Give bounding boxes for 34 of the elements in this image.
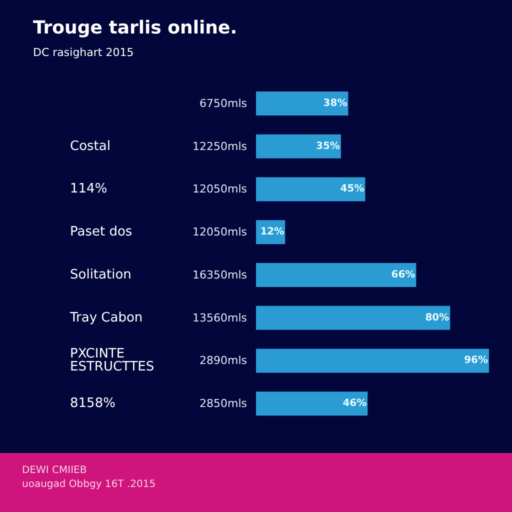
data-label: 46% bbox=[342, 398, 367, 410]
data-label: 45% bbox=[340, 184, 364, 195]
bar bbox=[256, 134, 341, 158]
y-tick-label: PXCINTE ESTRUCTTES bbox=[70, 346, 154, 375]
bar bbox=[256, 348, 489, 373]
bar bbox=[256, 306, 450, 330]
data-label: 12% bbox=[260, 226, 284, 238]
text: 6750mls bbox=[200, 96, 248, 110]
y-tick-label: Paset dos bbox=[70, 224, 132, 240]
data-label: 38% bbox=[323, 98, 348, 109]
text: DEWI CMIIEB bbox=[22, 465, 87, 477]
bar bbox=[256, 262, 416, 287]
data-label: 96% bbox=[464, 355, 488, 366]
chart-title: Trouge tarlis online. bbox=[33, 18, 238, 38]
y-tick-label: Solitation bbox=[70, 267, 132, 282]
text: 2850mls bbox=[200, 397, 248, 410]
y-tick-label: 8158% bbox=[70, 396, 116, 412]
data-label: 80% bbox=[425, 312, 450, 324]
data-label: 66% bbox=[391, 269, 416, 280]
text: 13560mls bbox=[192, 311, 248, 324]
text: 2890mls bbox=[200, 354, 248, 368]
text: 12250mls bbox=[192, 140, 248, 153]
text: 12050mls bbox=[192, 226, 248, 239]
y-tick-label: Tray Cabon bbox=[69, 310, 143, 326]
text: DC rasighart 2015 bbox=[33, 46, 134, 59]
y-tick-label: Costal bbox=[70, 138, 110, 154]
bar bbox=[256, 392, 368, 416]
bar bbox=[256, 91, 348, 116]
text: uoaugad Obbgy 16T .2015 bbox=[22, 479, 156, 491]
y-tick-label: 114% bbox=[70, 182, 108, 197]
text: 16350mls bbox=[192, 268, 248, 282]
data-label: 35% bbox=[316, 140, 340, 152]
bar bbox=[256, 177, 366, 202]
text: 12050mls bbox=[192, 182, 248, 196]
